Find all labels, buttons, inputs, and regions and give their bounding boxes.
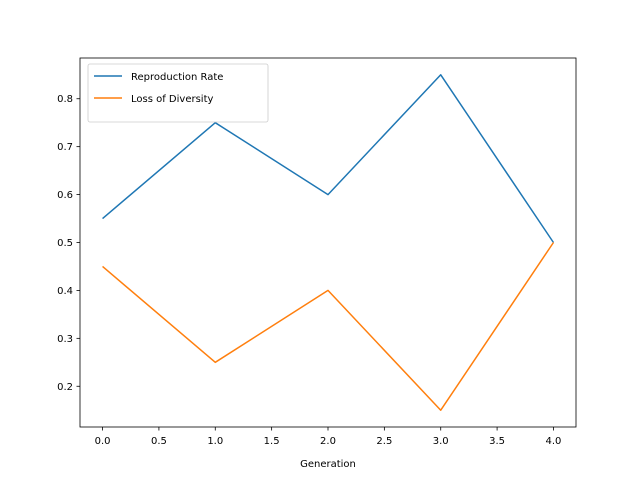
x-tick-label: 1.0 [207,436,223,447]
x-axis-ticks: 0.0 0.5 1.0 1.5 2.0 2.5 3.0 3.5 4.0 [95,427,562,447]
legend-label: Reproduction Rate [131,72,223,83]
y-tick-label: 0.4 [57,286,73,297]
x-tick-label: 4.0 [546,436,562,447]
series-layer [102,74,555,411]
series-line-loss-of-diversity [102,242,555,411]
x-tick-label: 0.0 [95,436,111,447]
y-tick-label: 0.2 [57,382,73,393]
plot-frame [79,57,577,428]
legend-box [87,63,269,123]
y-tick-label: 0.5 [57,238,73,249]
y-tick-label: 0.3 [57,334,73,345]
x-tick-label: 2.5 [376,436,392,447]
y-tick-label: 0.6 [57,190,73,201]
legend: Reproduction Rate Loss of Diversity [87,63,269,123]
legend-label: Loss of Diversity [131,94,213,105]
x-axis-label: Generation [300,459,356,470]
x-tick-label: 1.5 [264,436,280,447]
y-axis-ticks: 0.2 0.3 0.4 0.5 0.6 0.7 0.8 [57,94,80,393]
series-line-reproduction-rate [102,74,555,243]
y-tick-label: 0.7 [57,142,73,153]
x-tick-label: 3.5 [489,436,505,447]
x-tick-label: 0.5 [151,436,167,447]
x-tick-label: 2.0 [320,436,336,447]
y-tick-label: 0.8 [57,94,73,105]
x-tick-label: 3.0 [433,436,449,447]
